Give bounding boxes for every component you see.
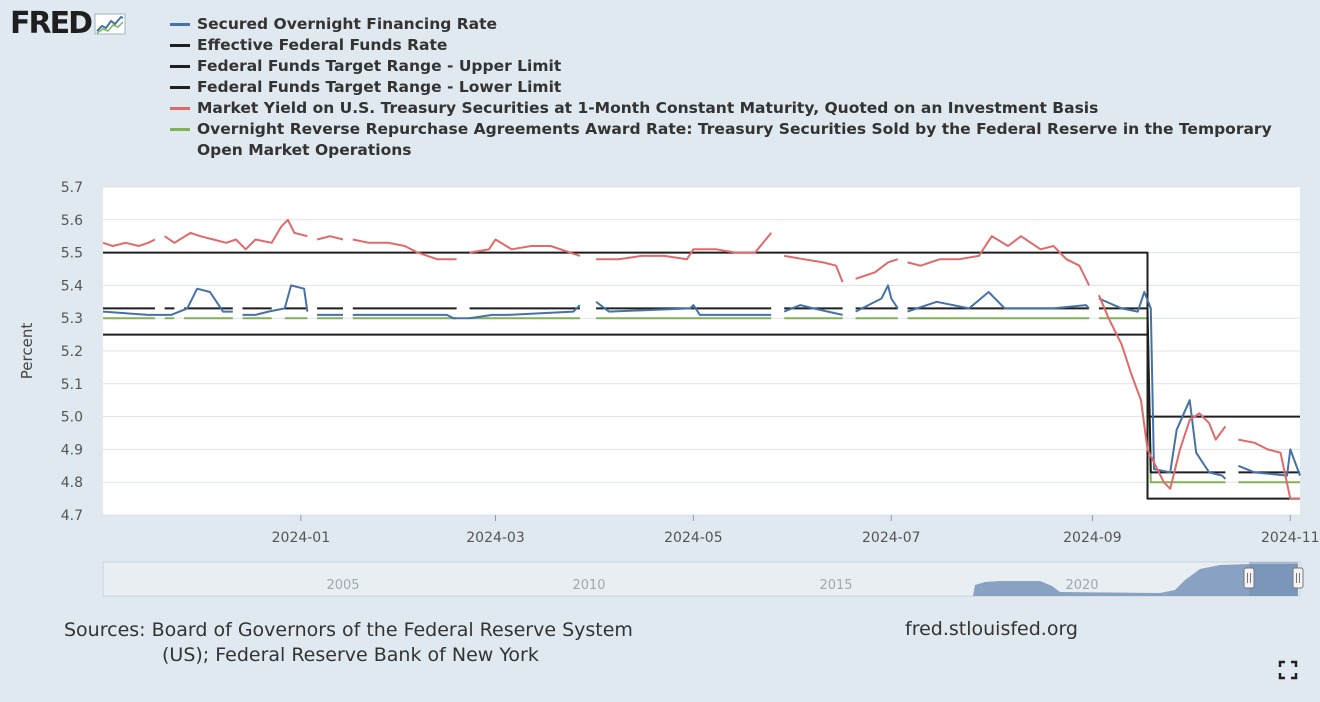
chart-legend: Secured Overnight Financing Rate Effectiv… [170,14,1290,161]
navigator-label: 2005 [326,578,359,593]
logo-text: FRED [10,6,93,41]
sources-line-1: Sources: Board of Governors of the Feder… [64,619,633,641]
chart: 4.7 4.8 4.9 5.0 5.1 5.2 5.3 5.4 5.5 5.6 5.7 2024-01… [18,180,1320,597]
navigator-label: 2010 [572,578,605,593]
y-tick-label: 5.4 [61,278,83,294]
navigator-area [973,564,1298,596]
x-tick-label: 2024-07 [862,530,921,546]
legend-item[interactable]: Federal Funds Target Range - Lower Limit [170,77,1290,98]
legend-label: Federal Funds Target Range - Upper Limit [197,57,562,75]
legend-item[interactable]: Effective Federal Funds Rate [170,35,1290,56]
legend-label: Secured Overnight Financing Rate [197,15,498,33]
y-tick-label: 5.0 [61,410,83,426]
fred-url[interactable]: fred.stlouisfed.org [905,618,1078,640]
chart-line-icon [94,13,126,34]
legend-swatch [170,128,190,131]
x-tick-label: 2024-11 [1261,530,1320,546]
y-tick-label: 5.6 [61,213,83,229]
navigator-selection [1249,562,1298,596]
legend-swatch [170,107,190,110]
series-line [102,218,1300,500]
sources-note: Sources: Board of Governors of the Feder… [64,618,684,668]
legend-label: Federal Funds Target Range - Lower Limit [197,78,562,96]
x-tick-label: 2024-01 [272,530,331,546]
legend-label: Market Yield on U.S. Treasury Securities… [197,99,1099,117]
navigator [102,561,1301,597]
legend-swatch [170,23,190,26]
navigator-label: 2020 [1065,578,1098,593]
legend-label: Effective Federal Funds Rate [197,36,448,54]
fullscreen-icon[interactable] [1278,660,1298,680]
legend-item[interactable]: Secured Overnight Financing Rate [170,14,1290,35]
navigator-handle [1243,567,1255,589]
y-tick-label: 5.5 [61,246,83,262]
legend-swatch [170,44,190,47]
y-tick-label: 4.8 [61,475,83,491]
legend-item[interactable]: Federal Funds Target Range - Upper Limit [170,56,1290,77]
y-tick-label: 5.1 [61,377,83,393]
fred-logo[interactable]: FRED [10,6,126,41]
legend-swatch [170,65,190,68]
y-axis-label: Percent [18,323,36,380]
y-tick-label: 5.7 [61,180,83,196]
y-tick-label: 5.2 [61,344,83,360]
y-tick-label: 4.7 [61,508,83,524]
x-tick-label: 2024-09 [1063,530,1122,546]
navigator-handle [1292,567,1304,589]
x-tick-label: 2024-03 [466,530,525,546]
x-tick-label: 2024-05 [664,530,723,546]
navigator-label: 2015 [819,578,852,593]
legend-item[interactable]: Market Yield on U.S. Treasury Securities… [170,98,1290,119]
series-line [102,284,1301,480]
legend-swatch [170,86,190,89]
sources-line-2: (US); Federal Reserve Bank of New York [162,644,539,666]
y-tick-label: 5.3 [61,311,83,327]
series-line [103,333,1300,500]
legend-label: Overnight Reverse Repurchase Agreements … [197,120,1272,159]
y-tick-label: 4.9 [61,442,83,458]
legend-item[interactable]: Overnight Reverse Repurchase Agreements … [170,119,1290,161]
